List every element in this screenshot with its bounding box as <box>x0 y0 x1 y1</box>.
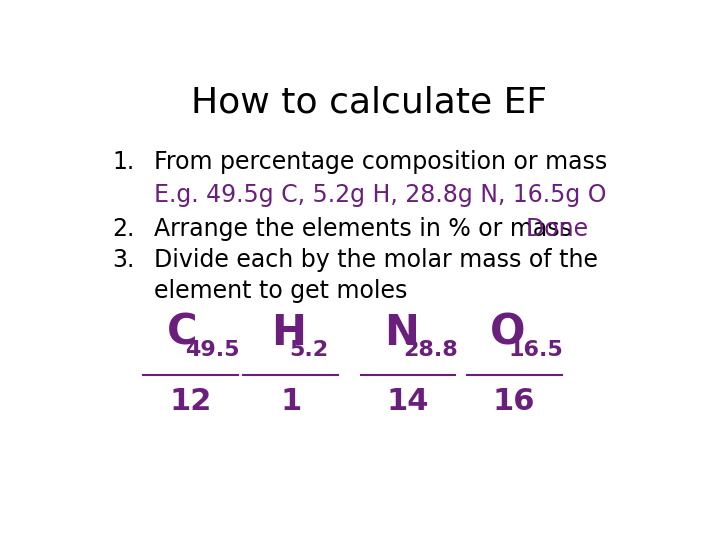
Text: 49.5: 49.5 <box>185 340 240 360</box>
Text: 5.2: 5.2 <box>289 340 328 360</box>
Text: From percentage composition or mass: From percentage composition or mass <box>154 150 608 174</box>
Text: O: O <box>490 312 526 354</box>
Text: 16.5: 16.5 <box>509 340 564 360</box>
Text: 12: 12 <box>169 387 212 416</box>
Text: H: H <box>271 312 306 354</box>
Text: Arrange the elements in % or mass: Arrange the elements in % or mass <box>154 217 572 240</box>
Text: 2.: 2. <box>112 217 135 240</box>
Text: N: N <box>384 312 419 354</box>
Text: element to get moles: element to get moles <box>154 279 408 303</box>
Text: 1.: 1. <box>112 150 135 174</box>
Text: 3.: 3. <box>112 248 135 272</box>
Text: 14: 14 <box>387 387 429 416</box>
Text: C: C <box>167 312 197 354</box>
Text: E.g. 49.5g C, 5.2g H, 28.8g N, 16.5g O: E.g. 49.5g C, 5.2g H, 28.8g N, 16.5g O <box>154 183 607 207</box>
Text: 28.8: 28.8 <box>402 340 457 360</box>
Text: 1: 1 <box>280 387 302 416</box>
Text: How to calculate EF: How to calculate EF <box>191 85 547 119</box>
Text: Divide each by the molar mass of the: Divide each by the molar mass of the <box>154 248 598 272</box>
Text: 16: 16 <box>492 387 536 416</box>
Text: Done: Done <box>511 217 588 240</box>
